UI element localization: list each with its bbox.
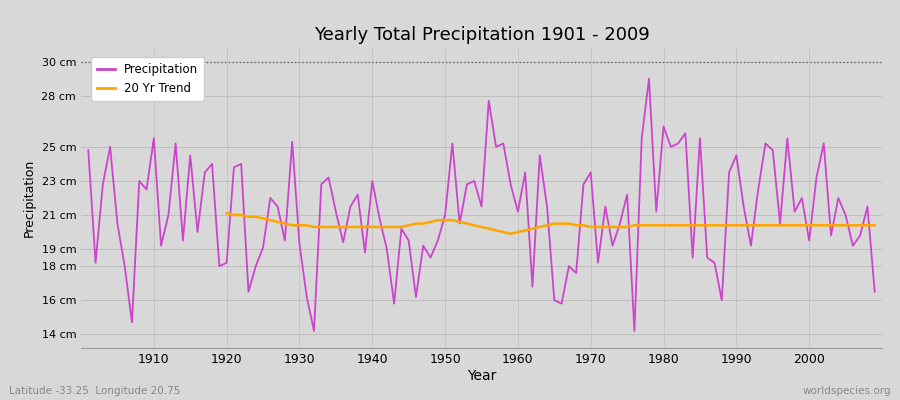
Text: worldspecies.org: worldspecies.org [803, 386, 891, 396]
Title: Yearly Total Precipitation 1901 - 2009: Yearly Total Precipitation 1901 - 2009 [313, 26, 650, 44]
Y-axis label: Precipitation: Precipitation [22, 159, 36, 237]
X-axis label: Year: Year [467, 369, 496, 383]
Legend: Precipitation, 20 Yr Trend: Precipitation, 20 Yr Trend [91, 57, 204, 101]
Text: Latitude -33.25  Longitude 20.75: Latitude -33.25 Longitude 20.75 [9, 386, 180, 396]
